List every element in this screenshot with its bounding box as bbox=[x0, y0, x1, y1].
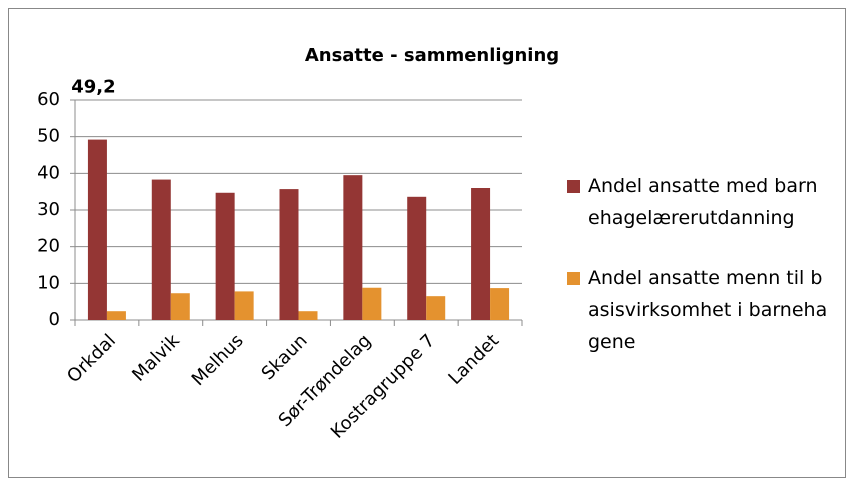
bar bbox=[170, 293, 190, 320]
y-tick-label: 40 bbox=[37, 162, 60, 183]
bar bbox=[298, 311, 318, 320]
bar bbox=[215, 192, 235, 320]
y-tick-label: 50 bbox=[37, 126, 60, 147]
bar bbox=[490, 288, 510, 320]
legend-item: Andel ansatte med barnehagelærerutdannin… bbox=[567, 170, 847, 234]
data-label: 49,2 bbox=[71, 77, 115, 98]
bar bbox=[234, 291, 254, 320]
legend-label: Andel ansatte menn til basisvirksomhet i… bbox=[588, 267, 828, 353]
legend-label: Andel ansatte med barnehagelærerutdannin… bbox=[588, 175, 818, 229]
bar bbox=[471, 188, 491, 320]
bar bbox=[106, 311, 126, 320]
y-tick-label: 10 bbox=[37, 272, 60, 293]
legend-swatch bbox=[567, 272, 580, 285]
y-tick-label: 30 bbox=[37, 199, 60, 220]
bar bbox=[151, 179, 171, 320]
y-tick-label: 60 bbox=[37, 89, 60, 110]
legend-item: Andel ansatte menn til basisvirksomhet i… bbox=[567, 262, 847, 358]
chart-title: Ansatte - sammenligning bbox=[305, 45, 559, 66]
chart-frame bbox=[8, 8, 846, 478]
bar bbox=[279, 189, 299, 320]
y-tick-label: 20 bbox=[37, 236, 60, 257]
y-tick-label: 0 bbox=[49, 309, 60, 330]
bar bbox=[426, 296, 446, 320]
legend-swatch bbox=[567, 180, 580, 193]
bar bbox=[362, 287, 382, 320]
bar bbox=[87, 139, 107, 320]
bar bbox=[343, 175, 363, 320]
bar bbox=[407, 196, 427, 320]
